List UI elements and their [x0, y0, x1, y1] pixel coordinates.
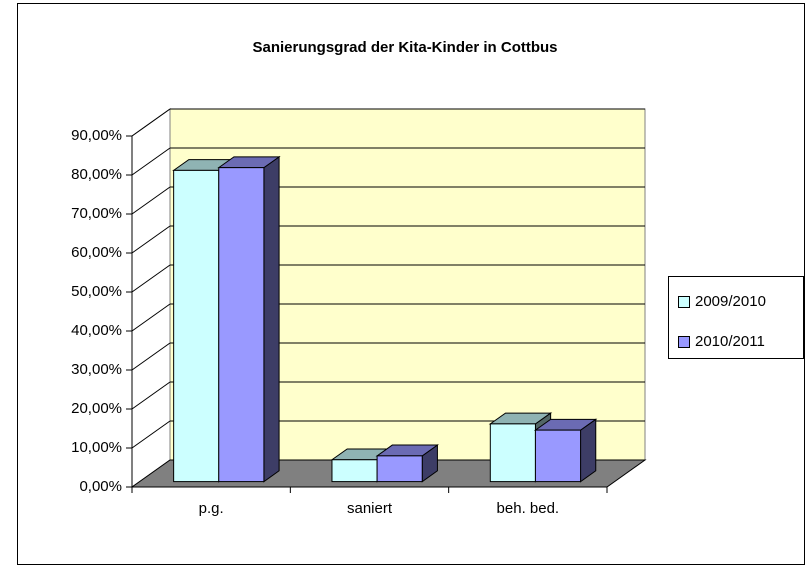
y-tick-label: 60,00%	[71, 244, 122, 261]
y-tick-label: 80,00%	[71, 166, 122, 183]
bar	[489, 423, 536, 483]
grid-line	[131, 264, 171, 293]
grid-line	[131, 186, 171, 215]
legend-label: 2009/2010	[695, 293, 766, 310]
grid-line	[131, 420, 171, 449]
bar	[331, 459, 378, 483]
y-tick-label: 40,00%	[71, 322, 122, 339]
bar	[218, 167, 265, 483]
legend-box	[668, 276, 804, 359]
grid-line	[131, 303, 171, 332]
y-tick-label: 20,00%	[71, 400, 122, 417]
bar	[376, 455, 423, 483]
bar-side	[263, 155, 280, 483]
grid-line	[131, 108, 171, 137]
y-tick-label: 10,00%	[71, 439, 122, 456]
y-tick-label: 90,00%	[71, 127, 122, 144]
bar	[173, 169, 220, 483]
x-tick-label: beh. bed.	[497, 500, 560, 517]
legend-swatch	[678, 336, 690, 348]
legend-swatch	[678, 296, 690, 308]
side-wall	[131, 108, 171, 488]
x-tick-label: saniert	[347, 500, 393, 517]
grid-line	[131, 381, 171, 410]
chart-title: Sanierungsgrad der Kita-Kinder in Cottbu…	[252, 39, 557, 56]
legend-label: 2010/2011	[695, 333, 765, 350]
y-tick-label: 70,00%	[71, 205, 122, 222]
y-tick-label: 0,00%	[79, 478, 122, 495]
bar	[534, 429, 582, 483]
x-tick-label: p.g.	[199, 500, 224, 517]
grid-line	[131, 147, 171, 176]
y-tick-label: 30,00%	[71, 361, 122, 378]
grid-line	[131, 342, 171, 371]
y-tick-label: 50,00%	[71, 283, 122, 300]
grid-line	[131, 225, 171, 254]
